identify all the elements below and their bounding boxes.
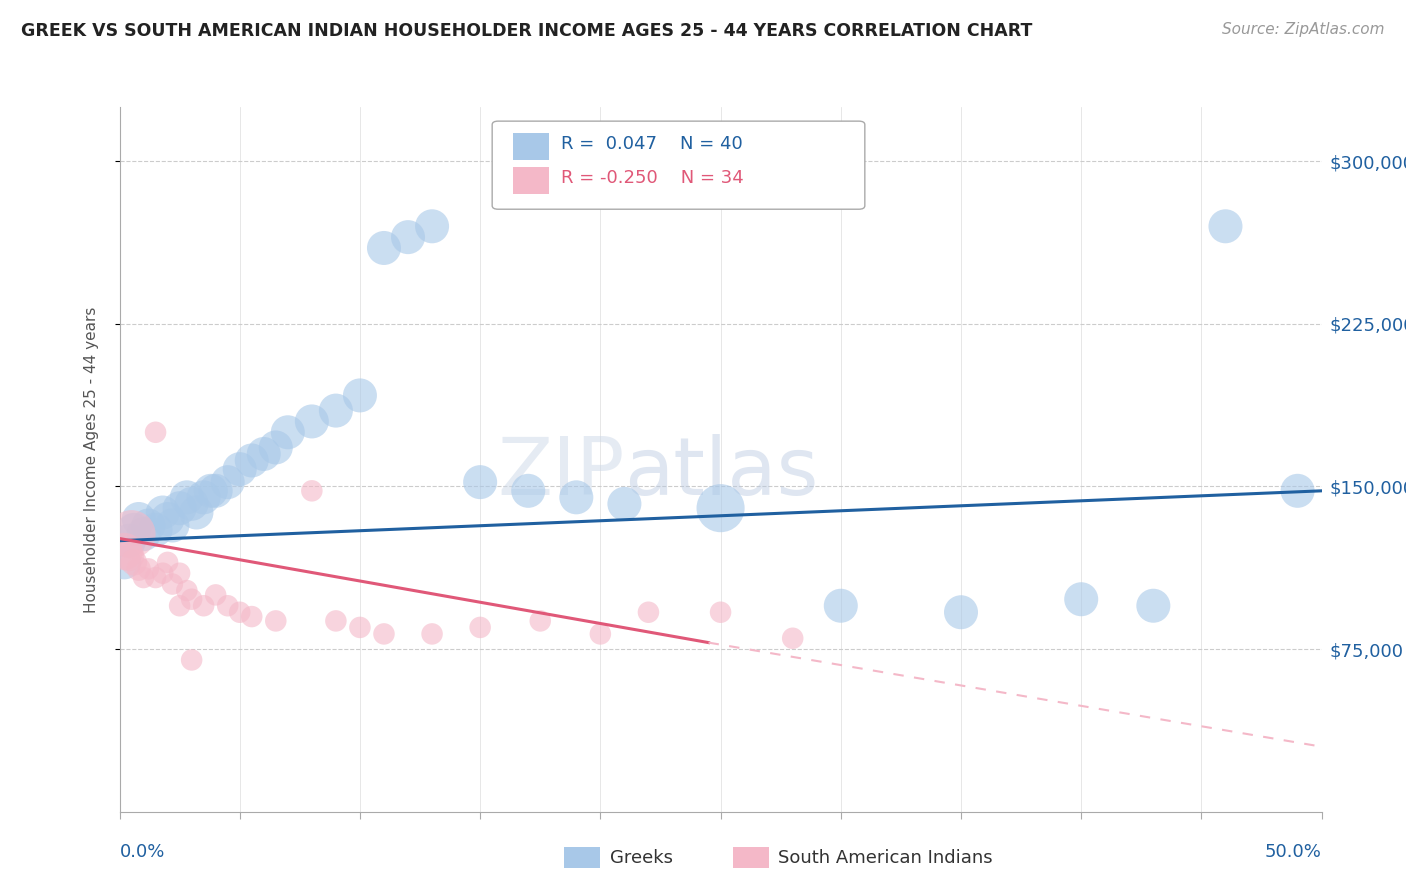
Point: [169, 501, 191, 516]
Text: South American Indians: South American Indians: [779, 848, 993, 866]
Point: [782, 632, 804, 646]
FancyBboxPatch shape: [564, 847, 600, 868]
Point: [228, 605, 252, 619]
Point: [1070, 592, 1092, 607]
Point: [565, 491, 588, 505]
Point: [132, 527, 155, 541]
Point: [589, 627, 612, 641]
Point: [277, 425, 299, 440]
Point: [709, 501, 731, 516]
Point: [949, 605, 972, 619]
Point: [1142, 599, 1164, 613]
Point: [180, 653, 202, 667]
FancyBboxPatch shape: [492, 121, 865, 210]
Text: Source: ZipAtlas.com: Source: ZipAtlas.com: [1222, 22, 1385, 37]
Point: [373, 627, 395, 641]
Point: [186, 506, 208, 520]
Point: [112, 544, 135, 558]
Point: [613, 497, 636, 511]
Point: [709, 605, 731, 619]
Point: [301, 414, 323, 428]
Text: 50.0%: 50.0%: [1265, 844, 1322, 862]
Point: [121, 527, 143, 541]
Text: Greeks: Greeks: [610, 848, 673, 866]
Point: [204, 588, 226, 602]
Point: [162, 577, 184, 591]
Point: [1215, 219, 1237, 234]
Point: [152, 506, 174, 520]
Text: GREEK VS SOUTH AMERICAN INDIAN HOUSEHOLDER INCOME AGES 25 - 44 YEARS CORRELATION: GREEK VS SOUTH AMERICAN INDIAN HOUSEHOLD…: [21, 22, 1032, 40]
Point: [349, 388, 371, 402]
Point: [128, 562, 150, 576]
Point: [176, 583, 198, 598]
Point: [152, 566, 174, 581]
Point: [264, 614, 287, 628]
Point: [529, 614, 551, 628]
FancyBboxPatch shape: [733, 847, 769, 868]
Point: [204, 483, 226, 498]
Point: [264, 441, 287, 455]
Point: [162, 518, 184, 533]
Point: [240, 453, 263, 467]
Point: [349, 620, 371, 634]
Text: R = -0.250    N = 34: R = -0.250 N = 34: [561, 169, 744, 187]
Point: [217, 599, 239, 613]
Point: [145, 570, 167, 584]
Point: [169, 566, 191, 581]
Point: [420, 219, 443, 234]
Point: [240, 609, 263, 624]
Point: [138, 518, 160, 533]
Point: [200, 483, 222, 498]
Point: [468, 620, 492, 634]
Point: [138, 562, 160, 576]
Point: [193, 599, 215, 613]
Point: [169, 599, 191, 613]
Text: 0.0%: 0.0%: [120, 844, 165, 862]
Text: ZIP: ZIP: [498, 434, 624, 513]
Point: [118, 533, 141, 548]
Point: [830, 599, 852, 613]
Point: [145, 523, 167, 537]
Point: [373, 241, 395, 255]
Point: [156, 555, 179, 569]
Point: [253, 447, 276, 461]
Point: [468, 475, 492, 490]
Point: [180, 592, 202, 607]
Point: [396, 230, 419, 244]
Point: [517, 483, 540, 498]
Point: [118, 549, 141, 563]
Point: [420, 627, 443, 641]
Point: [176, 491, 198, 505]
Point: [193, 491, 215, 505]
FancyBboxPatch shape: [513, 133, 548, 160]
Text: atlas: atlas: [624, 434, 818, 513]
Point: [637, 605, 659, 619]
Point: [112, 555, 135, 569]
Text: R =  0.047    N = 40: R = 0.047 N = 40: [561, 136, 742, 153]
Point: [217, 475, 239, 490]
Point: [325, 614, 347, 628]
Point: [122, 555, 145, 569]
Point: [132, 570, 155, 584]
Point: [145, 425, 167, 440]
Point: [122, 523, 145, 537]
Point: [156, 512, 179, 526]
Point: [325, 403, 347, 417]
Point: [128, 512, 150, 526]
Y-axis label: Householder Income Ages 25 - 44 years: Householder Income Ages 25 - 44 years: [84, 306, 98, 613]
Point: [301, 483, 323, 498]
Point: [180, 497, 202, 511]
Point: [228, 462, 252, 476]
Point: [1286, 483, 1309, 498]
FancyBboxPatch shape: [513, 167, 548, 194]
